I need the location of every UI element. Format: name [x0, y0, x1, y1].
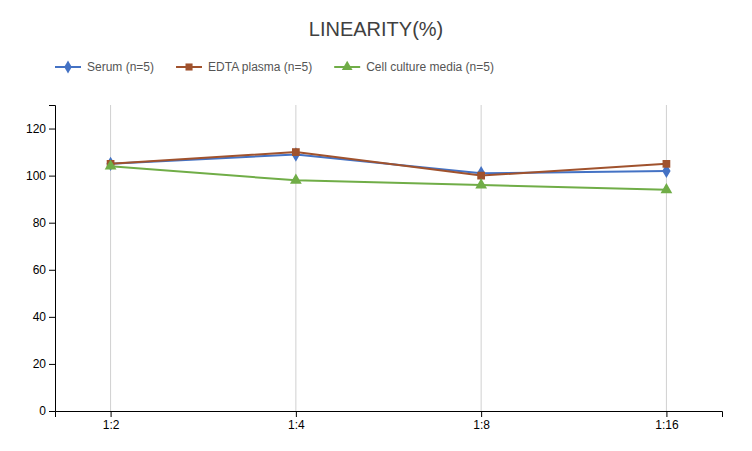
- x-tick-mark: [111, 411, 112, 417]
- y-tick-mark: [49, 364, 55, 365]
- grid: [111, 105, 667, 411]
- point: [292, 148, 300, 156]
- y-tick-label: 40: [33, 310, 47, 324]
- point: [292, 147, 300, 161]
- y-axis-line: [49, 106, 56, 412]
- title: LINEARITY(%): [309, 18, 443, 40]
- series-line: [111, 166, 667, 190]
- point: [663, 160, 671, 168]
- chart-container: LINEARITY(%) 1:2 1:4 1:8 1:16 0 20 40 60 80 100 120…: [0, 0, 752, 451]
- chart: LINEARITY(%) 1:2 1:4 1:8 1:16 0 20 40 60 80 100 120…: [0, 0, 752, 451]
- point: [475, 178, 487, 188]
- x-tick-mark: [296, 411, 297, 417]
- legend-label: Cell culture media (n=5): [366, 60, 494, 74]
- y-tick-mark: [49, 129, 55, 130]
- legend-label: Serum (n=5): [87, 60, 154, 74]
- plot: 1:2 1:4 1:8 1:16 0 20 40 60 80 100 120: [26, 105, 723, 432]
- y-tick: 80: [33, 216, 55, 230]
- grid-line: [666, 105, 667, 411]
- y-axis: 0 20 40 60 80 100 120: [26, 106, 56, 419]
- series: [105, 159, 673, 193]
- grid-line: [481, 105, 482, 411]
- point: [290, 174, 302, 184]
- legend-item: EDTA plasma (n=5): [176, 60, 312, 74]
- legend: Serum (n=5) EDTA plasma (n=5) Cell culture…: [55, 60, 494, 74]
- x-tick-label: 1:16: [655, 418, 679, 432]
- marks: [105, 147, 673, 193]
- y-tick-label: 20: [33, 357, 47, 371]
- x-tick: 1:16: [655, 411, 679, 432]
- y-tick-label: 60: [33, 263, 47, 277]
- point: [661, 183, 673, 193]
- grid-line: [110, 105, 111, 411]
- y-tick-mark: [49, 411, 55, 412]
- legend-item: Cell culture media (n=5): [334, 60, 494, 74]
- y-tick-label: 100: [26, 169, 46, 183]
- y-tick-mark: [49, 317, 55, 318]
- y-tick: 100: [26, 169, 55, 183]
- x-tick-label: 1:8: [473, 418, 490, 432]
- x-tick: 1:4: [288, 411, 305, 432]
- legend-label: EDTA plasma (n=5): [208, 60, 312, 74]
- legend-item: Serum (n=5): [55, 60, 154, 74]
- x-tick: 1:8: [473, 411, 490, 432]
- point: [105, 159, 117, 169]
- series: [106, 147, 670, 180]
- y-tick: 40: [33, 310, 55, 324]
- y-tick-mark: [49, 176, 55, 177]
- y-tick-mark: [49, 223, 55, 224]
- series: [107, 148, 671, 179]
- x-axis: 1:2 1:4 1:8 1:16: [56, 411, 723, 432]
- x-tick-mark: [666, 411, 667, 417]
- x-tick-label: 1:2: [103, 418, 120, 432]
- legend-swatch-marker: [185, 63, 192, 70]
- legend-swatch-marker: [64, 60, 72, 73]
- y-tick-label: 120: [26, 122, 46, 136]
- x-tick-label: 1:4: [288, 418, 305, 432]
- y-tick: 60: [33, 263, 55, 277]
- x-tick-mark: [481, 411, 482, 417]
- x-axis-line: [56, 412, 723, 418]
- y-tick-label: 80: [33, 216, 47, 230]
- y-tick-label: 0: [39, 404, 46, 418]
- y-tick-mark: [49, 270, 55, 271]
- y-tick: 120: [26, 122, 55, 136]
- x-tick: 1:2: [103, 411, 120, 432]
- y-tick: 0: [39, 404, 55, 418]
- legend-swatch-marker: [342, 61, 353, 70]
- y-tick: 20: [33, 357, 55, 371]
